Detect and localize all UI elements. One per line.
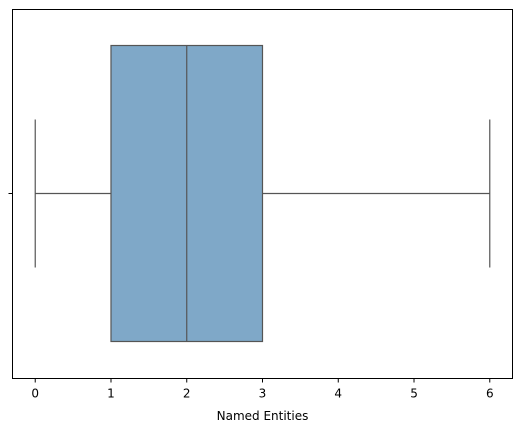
box-plot <box>34 44 491 343</box>
x-axis-label: Named Entities <box>217 409 309 423</box>
x-tick-label: 2 <box>183 387 191 401</box>
x-tick-label: 6 <box>486 387 494 401</box>
x-tick-label: 5 <box>410 387 418 401</box>
x-tick-label: 4 <box>334 387 342 401</box>
x-tick-label: 0 <box>31 387 39 401</box>
x-tick-label: 3 <box>259 387 267 401</box>
x-tick-label: 1 <box>107 387 115 401</box>
x-axis-ticks: 0 1 2 3 4 5 6 <box>31 378 494 401</box>
